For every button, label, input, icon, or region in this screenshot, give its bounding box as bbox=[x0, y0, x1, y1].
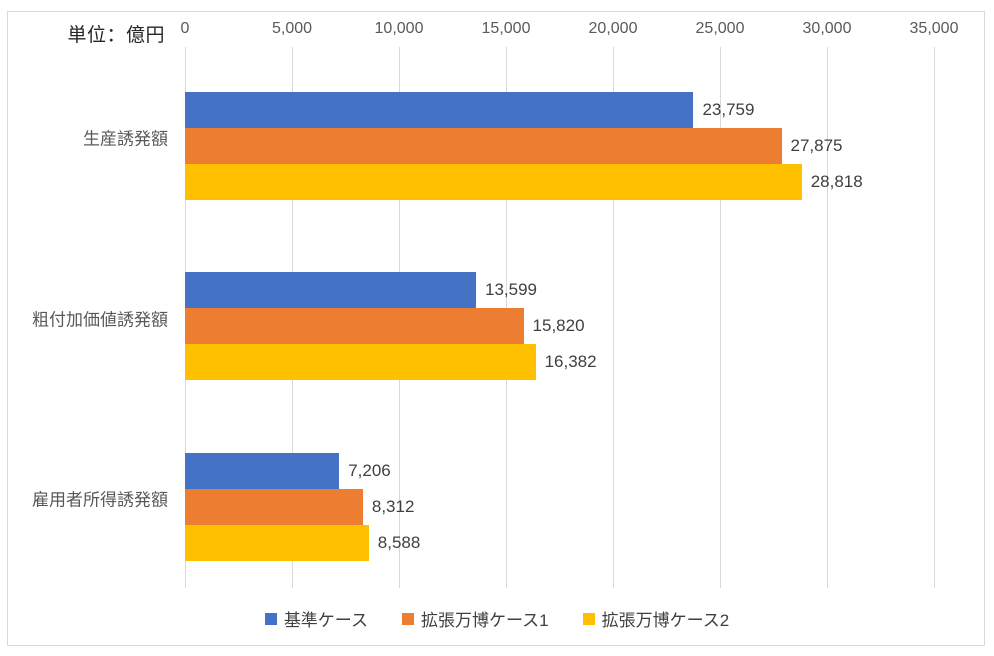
x-tick-label: 10,000 bbox=[374, 20, 424, 37]
legend-item: 基準ケース bbox=[264, 606, 368, 631]
x-tick-label: 20,000 bbox=[588, 20, 638, 37]
legend-swatch-icon bbox=[401, 612, 414, 625]
gridline bbox=[613, 47, 614, 588]
bar bbox=[185, 164, 802, 200]
x-tick-label: 25,000 bbox=[695, 20, 745, 37]
bar bbox=[185, 272, 477, 309]
bar-value-label: 13,599 bbox=[485, 280, 538, 300]
bar bbox=[185, 524, 369, 561]
category-label: 粗付加価値誘発額 bbox=[32, 310, 168, 329]
legend-swatch-icon bbox=[582, 612, 595, 625]
legend-label: 拡張万博ケース2 bbox=[601, 611, 730, 630]
bar-value-label: 7,206 bbox=[348, 460, 391, 480]
bar-value-label: 15,820 bbox=[532, 316, 585, 336]
x-tick-label: 0 bbox=[180, 20, 190, 37]
unit-label: 単位：億円 bbox=[67, 25, 165, 46]
legend: 基準ケース 拡張万博ケース1 拡張万博ケース2 bbox=[0, 606, 994, 631]
bar bbox=[185, 308, 524, 345]
legend-item: 拡張万博ケース1 bbox=[401, 606, 549, 631]
bar-value-label: 28,818 bbox=[810, 172, 863, 191]
gridline bbox=[827, 47, 828, 588]
gridline bbox=[934, 47, 935, 588]
category-label: 雇用者所得誘発額 bbox=[32, 490, 168, 510]
category-label: 生産誘発額 bbox=[83, 129, 168, 149]
bar-value-label: 8,312 bbox=[371, 496, 415, 516]
x-tick-label: 15,000 bbox=[481, 20, 531, 37]
bar-value-label: 23,759 bbox=[702, 100, 755, 119]
x-tick-label: 5,000 bbox=[271, 20, 313, 37]
bar-value-label: 27,875 bbox=[790, 136, 843, 155]
legend-label: 基準ケース bbox=[283, 611, 368, 630]
x-tick-label: 35,000 bbox=[909, 20, 959, 37]
legend-swatch-icon bbox=[264, 612, 277, 625]
bar bbox=[185, 92, 694, 128]
gridline bbox=[720, 47, 721, 588]
bar-value-label: 8,588 bbox=[377, 532, 421, 552]
bar bbox=[185, 128, 782, 164]
legend-label: 拡張万博ケース1 bbox=[420, 611, 549, 630]
bar-value-label: 16,382 bbox=[544, 352, 597, 372]
bar bbox=[185, 488, 363, 525]
bar bbox=[185, 452, 340, 489]
bar bbox=[185, 344, 536, 381]
legend-item: 拡張万博ケース2 bbox=[582, 606, 730, 631]
x-tick-label: 30,000 bbox=[802, 20, 852, 37]
